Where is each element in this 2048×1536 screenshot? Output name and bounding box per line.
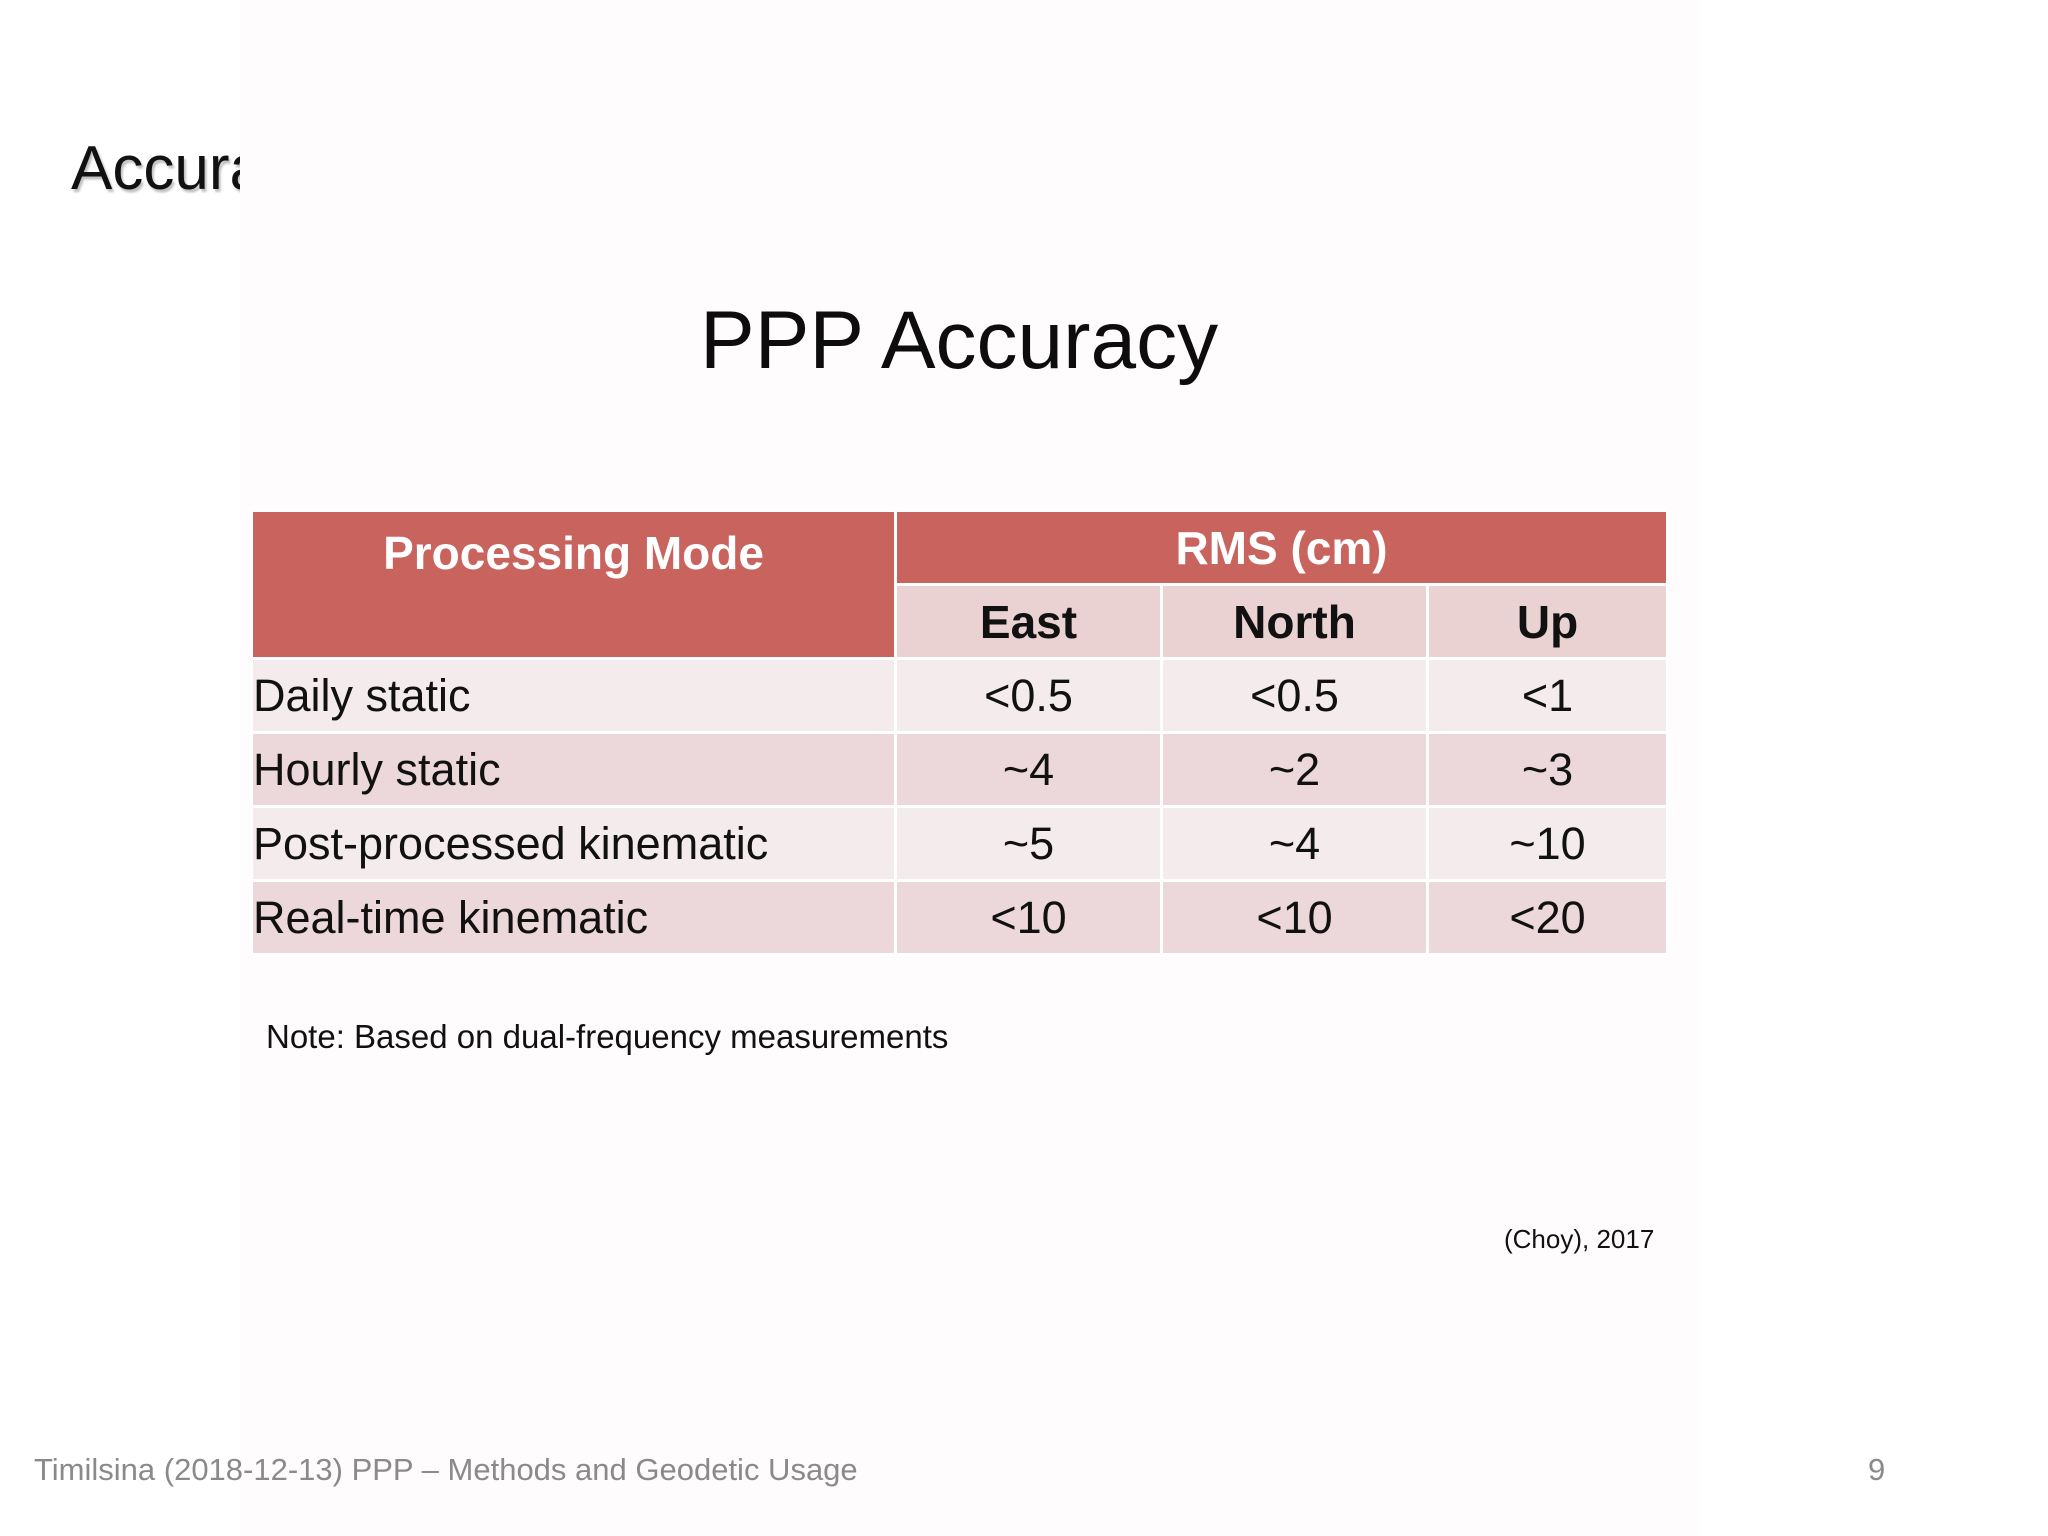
table-row: Hourly static ~4 ~2 ~3 [250,731,1670,808]
slide-footer: Timilsina (2018-12-13) PPP – Methods and… [34,1452,858,1487]
subheader-north: North [1160,583,1429,660]
row-up: ~3 [1425,731,1670,808]
row-up: ~10 [1425,805,1670,882]
row-north: <10 [1160,879,1429,956]
citation: (Choy), 2017 [1504,1224,1655,1254]
row-east: ~5 [894,805,1163,882]
table-row: Real-time kinematic <10 <10 <20 [250,879,1670,956]
row-up: <1 [1425,657,1670,734]
row-east: <10 [894,879,1163,956]
page-number: 9 [1868,1452,1886,1487]
row-up: <20 [1425,879,1670,956]
subheader-up: Up [1425,583,1670,660]
row-mode: Real-time kinematic [250,879,897,956]
table-subheader-row: East North Up [252,583,1670,660]
table-row: Daily static <0.5 <0.5 <1 [250,657,1670,734]
figure-title: PPP Accuracy [700,295,1219,386]
row-north: ~4 [1160,805,1429,882]
table-row: Post-processed kinematic ~5 ~4 ~10 [250,805,1670,882]
table-header-row: Processing Mode RMS (cm) [250,509,1670,660]
header-processing-mode: Processing Mode [250,509,897,660]
row-mode: Post-processed kinematic [250,805,897,882]
subheader-east: East [894,583,1163,660]
row-east: <0.5 [894,657,1163,734]
table-note: Note: Based on dual-frequency measuremen… [266,1018,949,1055]
row-mode: Hourly static [250,731,897,808]
accuracy-table: Processing Mode RMS (cm) East North Up D… [250,509,1670,956]
header-rms: RMS (cm) [893,509,1670,586]
row-mode: Daily static [250,657,897,734]
row-east: ~4 [894,731,1163,808]
row-north: ~2 [1160,731,1429,808]
row-north: <0.5 [1160,657,1429,734]
